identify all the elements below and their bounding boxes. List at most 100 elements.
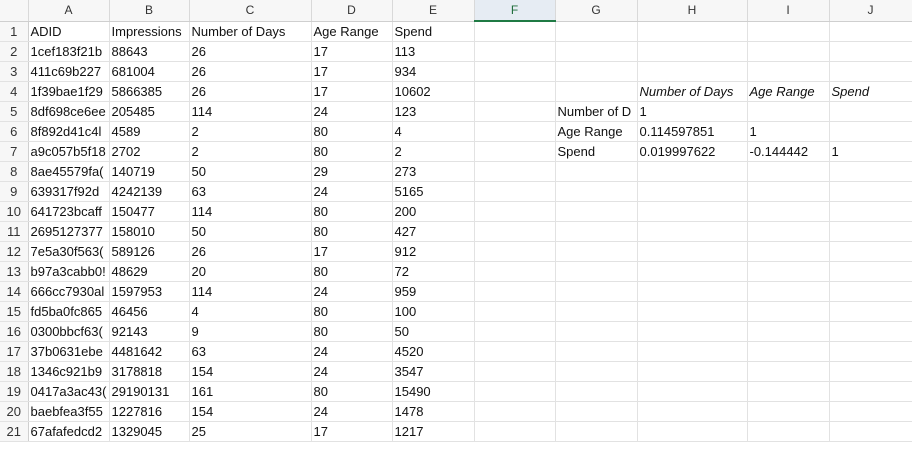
cell-a3[interactable]: 411c69b227 — [28, 61, 110, 82]
cell-j10[interactable] — [829, 201, 912, 222]
cell-d18[interactable]: 24 — [311, 361, 393, 382]
cell-d8[interactable]: 29 — [311, 161, 393, 182]
cell-c21[interactable]: 25 — [189, 421, 312, 442]
cell-e11[interactable]: 427 — [392, 221, 475, 242]
cell-e9[interactable]: 5165 — [392, 181, 475, 202]
cell-b19[interactable]: 29190131 — [109, 381, 190, 402]
cell-d17[interactable]: 24 — [311, 341, 393, 362]
cell-f7[interactable] — [474, 141, 556, 162]
cell-c13[interactable]: 20 — [189, 261, 312, 282]
cell-h5[interactable]: 1 — [637, 101, 748, 122]
cell-h11[interactable] — [637, 221, 748, 242]
cell-f11[interactable] — [474, 221, 556, 242]
cell-i7[interactable]: -0.144442 — [747, 141, 830, 162]
cell-g16[interactable] — [555, 321, 638, 342]
cell-d5[interactable]: 24 — [311, 101, 393, 122]
cell-b9[interactable]: 4242139 — [109, 181, 190, 202]
cell-e6[interactable]: 4 — [392, 121, 475, 142]
cell-j2[interactable] — [829, 41, 912, 62]
row-header[interactable]: 14 — [0, 281, 29, 302]
cell-j12[interactable] — [829, 241, 912, 262]
select-all-corner[interactable] — [0, 0, 29, 22]
cell-b10[interactable]: 150477 — [109, 201, 190, 222]
row-header[interactable]: 6 — [0, 121, 29, 142]
cell-i19[interactable] — [747, 381, 830, 402]
row-header[interactable]: 13 — [0, 261, 29, 282]
cell-h3[interactable] — [637, 61, 748, 82]
cell-d2[interactable]: 17 — [311, 41, 393, 62]
cell-e15[interactable]: 100 — [392, 301, 475, 322]
cell-d13[interactable]: 80 — [311, 261, 393, 282]
cell-i8[interactable] — [747, 161, 830, 182]
row-header[interactable]: 20 — [0, 401, 29, 422]
cell-f12[interactable] — [474, 241, 556, 262]
cell-d6[interactable]: 80 — [311, 121, 393, 142]
cell-b13[interactable]: 48629 — [109, 261, 190, 282]
cell-i6[interactable]: 1 — [747, 121, 830, 142]
cell-d16[interactable]: 80 — [311, 321, 393, 342]
cell-f5[interactable] — [474, 101, 556, 122]
cell-i12[interactable] — [747, 241, 830, 262]
cell-c10[interactable]: 114 — [189, 201, 312, 222]
cell-g5[interactable]: Number of D — [555, 101, 638, 122]
cell-c12[interactable]: 26 — [189, 241, 312, 262]
cell-h2[interactable] — [637, 41, 748, 62]
column-header-d[interactable]: D — [311, 0, 393, 22]
cell-c19[interactable]: 161 — [189, 381, 312, 402]
cell-b15[interactable]: 46456 — [109, 301, 190, 322]
cell-i14[interactable] — [747, 281, 830, 302]
cell-e18[interactable]: 3547 — [392, 361, 475, 382]
cell-b17[interactable]: 4481642 — [109, 341, 190, 362]
cell-d10[interactable]: 80 — [311, 201, 393, 222]
cell-j19[interactable] — [829, 381, 912, 402]
column-header-e[interactable]: E — [392, 0, 475, 22]
cell-j18[interactable] — [829, 361, 912, 382]
cell-j14[interactable] — [829, 281, 912, 302]
cell-j5[interactable] — [829, 101, 912, 122]
cell-c17[interactable]: 63 — [189, 341, 312, 362]
cell-j7[interactable]: 1 — [829, 141, 912, 162]
cell-i21[interactable] — [747, 421, 830, 442]
cell-c6[interactable]: 2 — [189, 121, 312, 142]
cell-j6[interactable] — [829, 121, 912, 142]
cell-e4[interactable]: 10602 — [392, 81, 475, 102]
cell-c4[interactable]: 26 — [189, 81, 312, 102]
cell-b18[interactable]: 3178818 — [109, 361, 190, 382]
column-header-j[interactable]: J — [829, 0, 912, 22]
cell-e2[interactable]: 113 — [392, 41, 475, 62]
cell-b14[interactable]: 1597953 — [109, 281, 190, 302]
cell-h9[interactable] — [637, 181, 748, 202]
cell-d21[interactable]: 17 — [311, 421, 393, 442]
cell-e17[interactable]: 4520 — [392, 341, 475, 362]
cell-f17[interactable] — [474, 341, 556, 362]
row-header[interactable]: 9 — [0, 181, 29, 202]
cell-a4[interactable]: 1f39bae1f29 — [28, 81, 110, 102]
cell-i20[interactable] — [747, 401, 830, 422]
cell-c20[interactable]: 154 — [189, 401, 312, 422]
column-header-a[interactable]: A — [28, 0, 110, 22]
row-header[interactable]: 7 — [0, 141, 29, 162]
cell-a5[interactable]: 8df698ce6ee — [28, 101, 110, 122]
cell-d19[interactable]: 80 — [311, 381, 393, 402]
cell-j16[interactable] — [829, 321, 912, 342]
cell-a12[interactable]: 7e5a30f563( — [28, 241, 110, 262]
column-header-f[interactable]: F — [474, 0, 556, 22]
cell-d12[interactable]: 17 — [311, 241, 393, 262]
row-header[interactable]: 3 — [0, 61, 29, 82]
cell-g1[interactable] — [555, 21, 638, 42]
cell-g21[interactable] — [555, 421, 638, 442]
cell-h6[interactable]: 0.114597851 — [637, 121, 748, 142]
row-header[interactable]: 5 — [0, 101, 29, 122]
cell-g12[interactable] — [555, 241, 638, 262]
cell-c7[interactable]: 2 — [189, 141, 312, 162]
cell-e19[interactable]: 15490 — [392, 381, 475, 402]
cell-b1[interactable]: Impressions — [109, 21, 190, 42]
cell-i18[interactable] — [747, 361, 830, 382]
cell-j15[interactable] — [829, 301, 912, 322]
cell-d1[interactable]: Age Range — [311, 21, 393, 42]
cell-i1[interactable] — [747, 21, 830, 42]
cell-f9[interactable] — [474, 181, 556, 202]
cell-d9[interactable]: 24 — [311, 181, 393, 202]
cell-f20[interactable] — [474, 401, 556, 422]
cell-c2[interactable]: 26 — [189, 41, 312, 62]
